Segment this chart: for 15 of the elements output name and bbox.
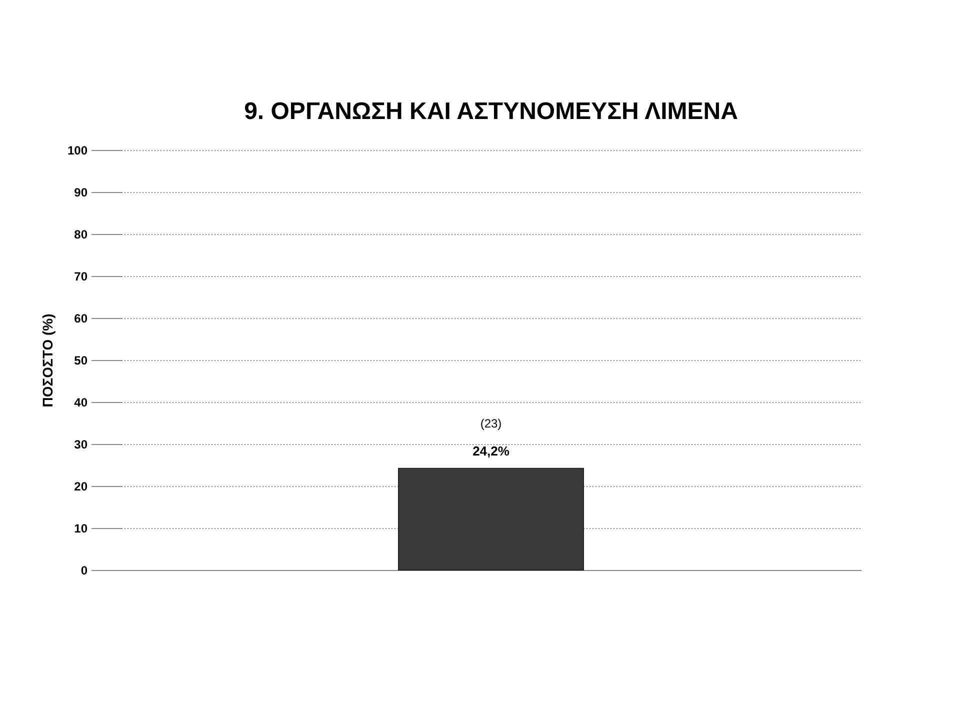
y-tick-label: 70: [74, 270, 88, 284]
y-tick-label: 90: [74, 186, 88, 200]
chart-title: 9. ΟΡΓΑΝΩΣΗ ΚΑΙ ΑΣΤΥΝΟΜΕΥΣΗ ΛΙΜΕΝΑ: [244, 98, 738, 125]
y-tick-label: 50: [74, 354, 88, 368]
y-tick-label: 100: [67, 144, 88, 158]
y-axis-title: ΠΟΣΟΣΤΟ (%): [39, 314, 56, 408]
y-tick-label: 60: [74, 312, 88, 326]
y-tick-label: 40: [74, 396, 88, 410]
y-tick-label: 0: [80, 564, 88, 578]
y-tick-label: 10: [74, 522, 88, 536]
y-tick-label: 30: [74, 438, 88, 452]
annotation: (23): [480, 416, 502, 430]
y-tick-label: 80: [74, 228, 88, 242]
y-tick-label: 20: [74, 480, 88, 494]
data-label: 24,2%: [472, 443, 510, 458]
